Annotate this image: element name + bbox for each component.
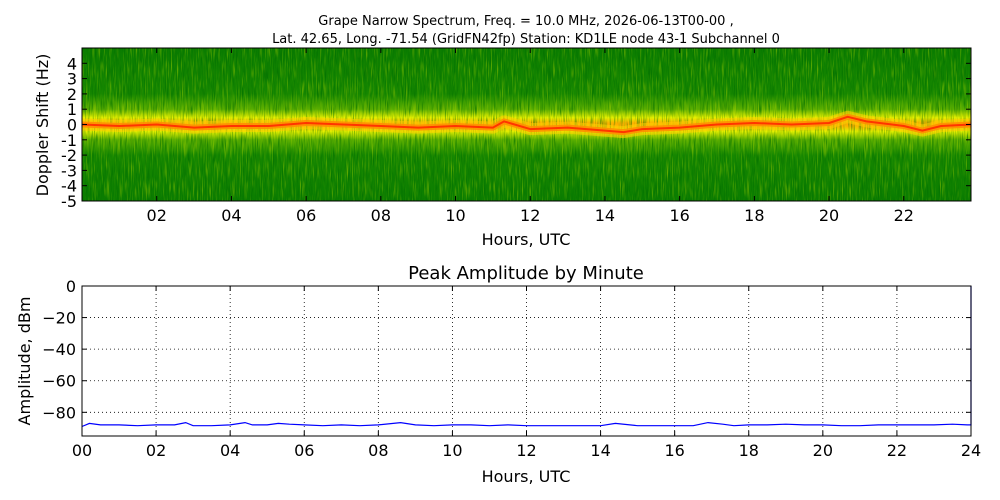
spectrogram-xlabel: Hours, UTC	[482, 230, 571, 249]
amplitude-plot-area	[82, 286, 971, 436]
amplitude-xtick-label: 04	[220, 441, 240, 460]
amplitude-xtick-label: 24	[961, 441, 981, 460]
figure-title-line1: Grape Narrow Spectrum, Freq. = 10.0 MHz,…	[318, 14, 733, 29]
spectrogram-ytick-label: 2	[67, 85, 77, 104]
spectrogram-xtick-label: 18	[744, 206, 764, 225]
figure-title-line2: Lat. 42.65, Long. -71.54 (GridFN42fp) St…	[272, 32, 780, 47]
amplitude-ytick-label: −60	[42, 372, 76, 391]
amplitude-xtick-label: 14	[590, 441, 610, 460]
spectrogram-xtick-label: 12	[520, 206, 540, 225]
amplitude-xtick-label: 00	[72, 441, 92, 460]
amplitude-ytick-label: 0	[66, 277, 76, 296]
amplitude-ytick-label: −20	[42, 309, 76, 328]
spectrogram-ytick-label: 4	[67, 54, 77, 73]
amplitude-xtick-label: 08	[368, 441, 388, 460]
amplitude-xtick-label: 06	[294, 441, 314, 460]
spectrogram-ytick-label: 1	[67, 100, 77, 119]
spectrogram-xtick-label: 20	[819, 206, 839, 225]
amplitude-series-line	[81, 286, 972, 428]
amplitude-xtick-label: 18	[739, 441, 759, 460]
amplitude-ytick-label: −80	[42, 403, 76, 422]
amplitude-xlabel: Hours, UTC	[482, 467, 571, 486]
amplitude-xtick-label: 22	[887, 441, 907, 460]
amplitude-xtick-label: 20	[813, 441, 833, 460]
spectrogram-ylabel: Doppler Shift (Hz)	[33, 54, 52, 197]
spectrogram-ytick-label: -2	[61, 146, 77, 165]
spectrogram-ytick-label: 0	[67, 116, 77, 135]
spectrogram-xtick-label: 04	[221, 206, 241, 225]
spectrogram-xtick-label: 10	[445, 206, 465, 225]
spectrogram-xtick-label: 02	[147, 206, 167, 225]
amplitude-ylabel: Amplitude, dBm	[15, 297, 34, 426]
amplitude-xtick-label: 16	[664, 441, 684, 460]
amplitude-xtick-label: 02	[146, 441, 166, 460]
doppler-peak-trace	[82, 110, 971, 139]
spectrogram-xtick-label: 14	[595, 206, 615, 225]
amplitude-ytick-label: −40	[42, 340, 76, 359]
spectrogram-ytick-label: -3	[61, 161, 77, 180]
amplitude-title: Peak Amplitude by Minute	[408, 263, 644, 284]
spectrogram-ytick-label: -4	[61, 177, 77, 196]
amplitude-panel: Peak Amplitude by Minute 00 02 04 06 08 10 12 1…	[15, 263, 981, 486]
amplitude-ticks: 00 02 04 06 08 10 12 14 16 18 20 22 24 0 −20 −40 −60 −80	[42, 277, 981, 460]
spectrogram-ytick-label: -1	[61, 131, 77, 150]
spectrogram-ytick-label: -5	[61, 192, 77, 211]
spectrogram-xtick-label: 16	[669, 206, 689, 225]
spectrogram-xtick-label: 06	[296, 206, 316, 225]
amplitude-xtick-label: 10	[442, 441, 462, 460]
amplitude-xtick-label: 12	[516, 441, 536, 460]
doppler-peak-core	[82, 115, 971, 134]
spectrogram-xtick-label: 08	[371, 206, 391, 225]
spectrogram-xtick-label: 22	[894, 206, 914, 225]
spectrogram-ytick-label: 3	[67, 70, 77, 89]
